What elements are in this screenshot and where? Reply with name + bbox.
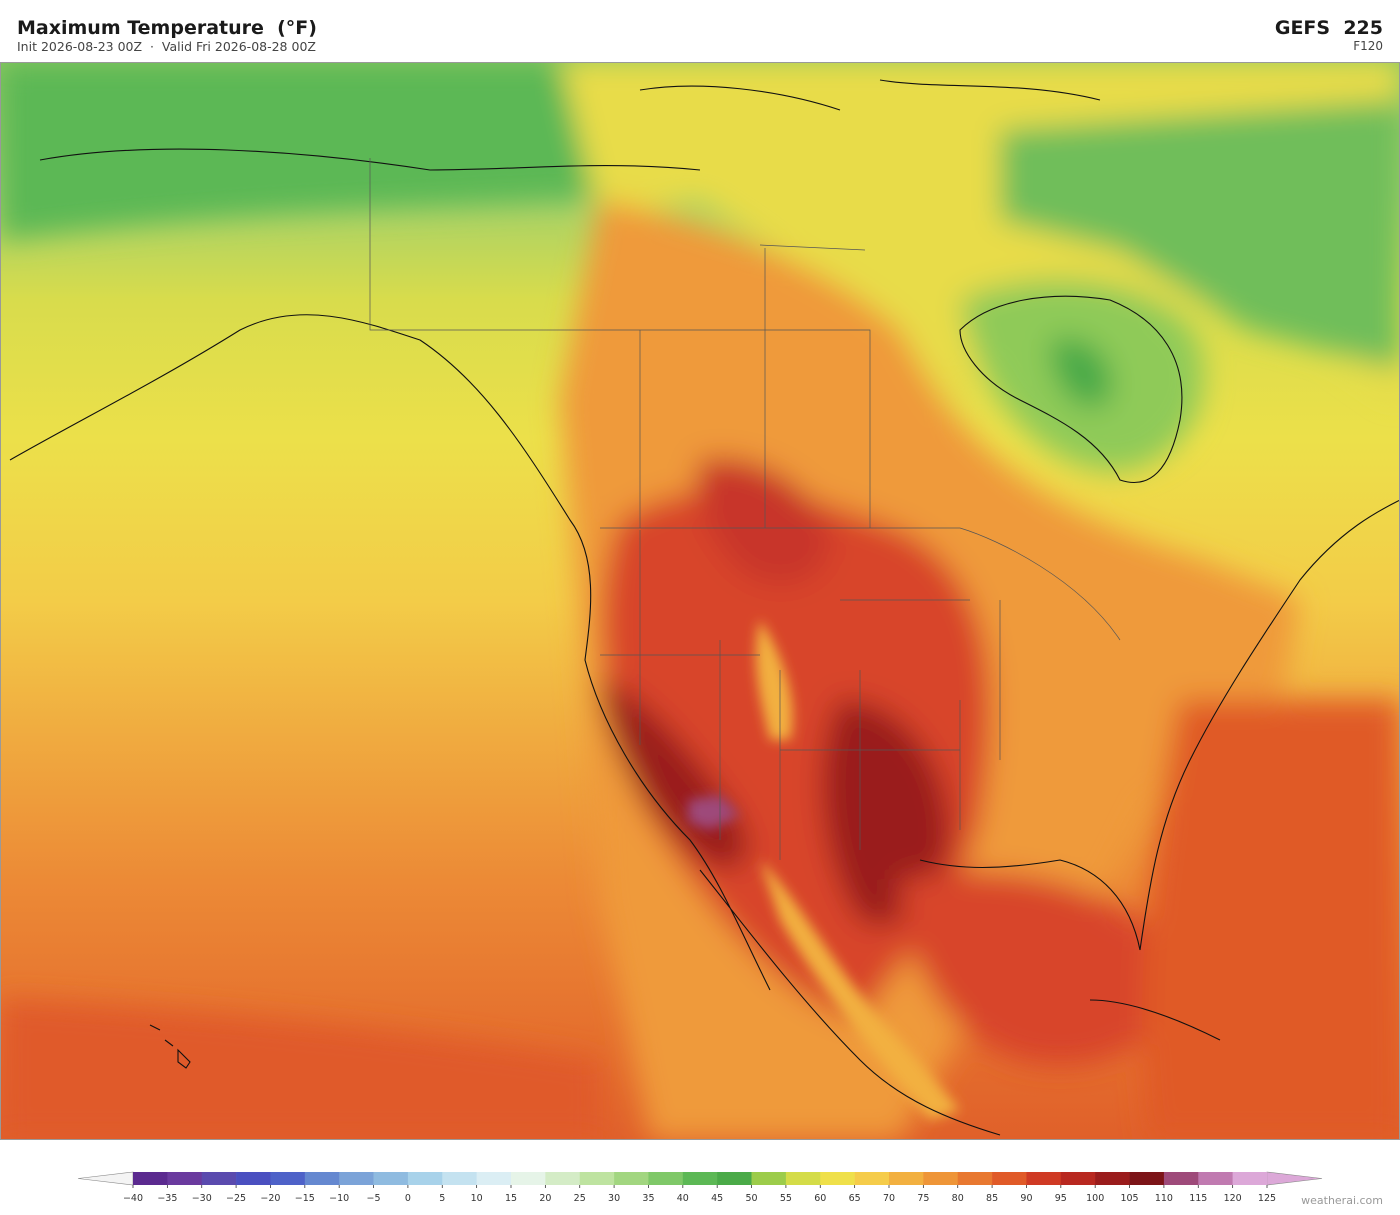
colorbar-tick-label: −30 [192,1193,212,1204]
colorbar-segment [133,1172,168,1185]
colorbar-segment [1095,1172,1130,1185]
colorbar-segment [614,1172,649,1185]
colorbar-tick-label: 50 [745,1193,757,1204]
colorbar-tick-label: 80 [952,1193,964,1204]
colorbar-segment [373,1172,409,1185]
colorbar-tick-label: −10 [329,1193,349,1204]
colorbar-segment [923,1172,959,1185]
colorbar-segment [270,1172,306,1185]
colorbar-segment [476,1172,512,1185]
colorbar-segment [751,1172,787,1185]
forecast-hour: F120 [1353,39,1383,53]
colorbar-tick-label: −35 [157,1193,177,1204]
colorbar-tick-label: 45 [711,1193,723,1204]
colorbar-tick-label: −20 [260,1193,280,1204]
colorbar-tick-label: 95 [1055,1193,1067,1204]
colorbar-segment [167,1172,203,1185]
colorbar-segment [579,1172,615,1185]
colorbar-tick-label: 70 [883,1193,895,1204]
map-area [0,62,1400,1140]
temperature-field [0,62,1400,1140]
colorbar-tick-label: −40 [123,1193,143,1204]
colorbar-tick-label: 125 [1258,1193,1276,1204]
colorbar-tick-label: 55 [780,1193,792,1204]
colorbar-tick-label: 75 [917,1193,929,1204]
colorbar-tick-label: 10 [471,1193,483,1204]
colorbar-segment [407,1172,443,1185]
colorbar-tick-label: 90 [1020,1193,1032,1204]
colorbar-tick-label: 30 [608,1193,620,1204]
colorbar-tick-label: 115 [1189,1193,1207,1204]
colorbar-segment [992,1172,1027,1185]
map-title: Maximum Temperature (°F) [17,17,317,39]
colorbar-segment [1129,1172,1165,1185]
colorbar-tick-label: 5 [439,1193,445,1204]
colorbar-tick-label: 15 [505,1193,517,1204]
colorbar-tick-label: 105 [1120,1193,1138,1204]
colorbar-tick-label: 120 [1224,1193,1242,1204]
colorbar-tick-label: 110 [1155,1193,1173,1204]
colorbar-segment [339,1172,374,1185]
colorbar-tick-label: 35 [642,1193,654,1204]
colorbar-tick-label: −25 [226,1193,246,1204]
colorbar-segment [304,1172,340,1185]
colorbar-segment [682,1172,718,1185]
colorbar-segment [1026,1172,1062,1185]
colorbar-tick-label: 85 [986,1193,998,1204]
colorbar-segment [889,1172,924,1185]
colorbar-segment [957,1172,993,1185]
colorbar-tick-label: 100 [1086,1193,1104,1204]
colorbar-segment [648,1172,684,1185]
borders [369,158,1121,860]
colorbar-segment [1163,1172,1199,1185]
colorbar-segment [785,1172,821,1185]
colorbar-tick-label: 60 [814,1193,826,1204]
colorbar-segment [545,1172,581,1185]
colorbar-tick-label: 25 [574,1193,586,1204]
watermark: weatherai.com [1301,1194,1383,1207]
colorbar-tick-label: −15 [295,1193,315,1204]
colorbar-segment [1232,1172,1268,1185]
colorbar-over [1266,1171,1323,1186]
model-name: GEFS 225 [1275,17,1383,39]
colorbar-segment [717,1172,752,1185]
terrain-detail [688,620,960,1120]
map-subtitle: Init 2026-08-23 00Z · Valid Fri 2026-08-… [17,39,316,54]
colorbar-segment [820,1172,855,1185]
colorbar-segment [1198,1172,1233,1185]
colorbar-segment [511,1172,546,1185]
colorbar: −40 −35 −30 −25 −20 −15 −10 −5 0 5 10 15 20 25 30 35 40 4… [77,1171,1323,1204]
colorbar-tick-label: 20 [539,1193,551,1204]
colorbar-segment [1060,1172,1096,1185]
colorbar-tick-label: 40 [677,1193,689,1204]
colorbar-tick-label: −5 [367,1193,381,1204]
colorbar-under [77,1171,134,1186]
colorbar-segment [201,1172,237,1185]
colorbar-tick-label: 65 [849,1193,861,1204]
colorbar-tick-label: 0 [405,1193,411,1204]
colorbar-segment [236,1172,271,1185]
colorbar-segment [442,1172,477,1185]
coastlines [9,79,1400,1136]
colorbar-segment [854,1172,890,1185]
